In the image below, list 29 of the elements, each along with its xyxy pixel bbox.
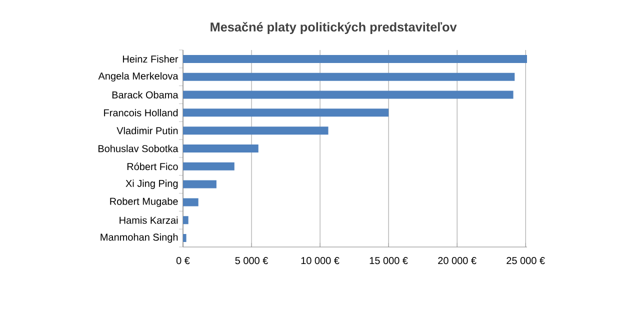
y-tick-label: Bohuslav Sobotka — [98, 144, 178, 152]
bar — [183, 162, 234, 170]
y-tick-label: Róbert Fico — [127, 162, 178, 170]
bar — [183, 180, 216, 188]
chart-title: Mesačné platy politických predstaviteľov — [210, 22, 457, 34]
y-tick-label: Heinz Fisher — [122, 55, 178, 63]
y-tick-label: Vladimir Putin — [116, 126, 178, 134]
x-tick-label: 5 000 € — [235, 257, 268, 264]
x-tick-label: 20 000 € — [438, 257, 476, 264]
x-tick-label: 0 € — [176, 257, 190, 264]
x-tick-label: 10 000 € — [301, 257, 340, 264]
y-tick-label: Barack Obama — [112, 91, 178, 98]
x-tick-label: 25 000 € — [506, 257, 545, 264]
x-tick-label: 15 000 € — [370, 257, 408, 264]
bar — [183, 126, 328, 135]
y-tick-label: Robert Mugabe — [110, 198, 178, 207]
y-tick-label: Hamis Karzai — [120, 216, 178, 224]
y-tick-label: Angela Merkelova — [98, 72, 178, 82]
y-tick-label: Manmohan Singh — [100, 233, 178, 243]
bar — [183, 216, 188, 224]
bar — [183, 90, 514, 99]
y-tick-label: Xi Jing Ping — [126, 180, 178, 189]
bar — [183, 108, 389, 117]
bar — [183, 198, 198, 206]
y-tick-label: Francois Holland — [104, 109, 178, 116]
bar — [183, 144, 258, 152]
bar — [183, 72, 515, 81]
bar — [183, 234, 186, 242]
bar — [183, 54, 527, 63]
